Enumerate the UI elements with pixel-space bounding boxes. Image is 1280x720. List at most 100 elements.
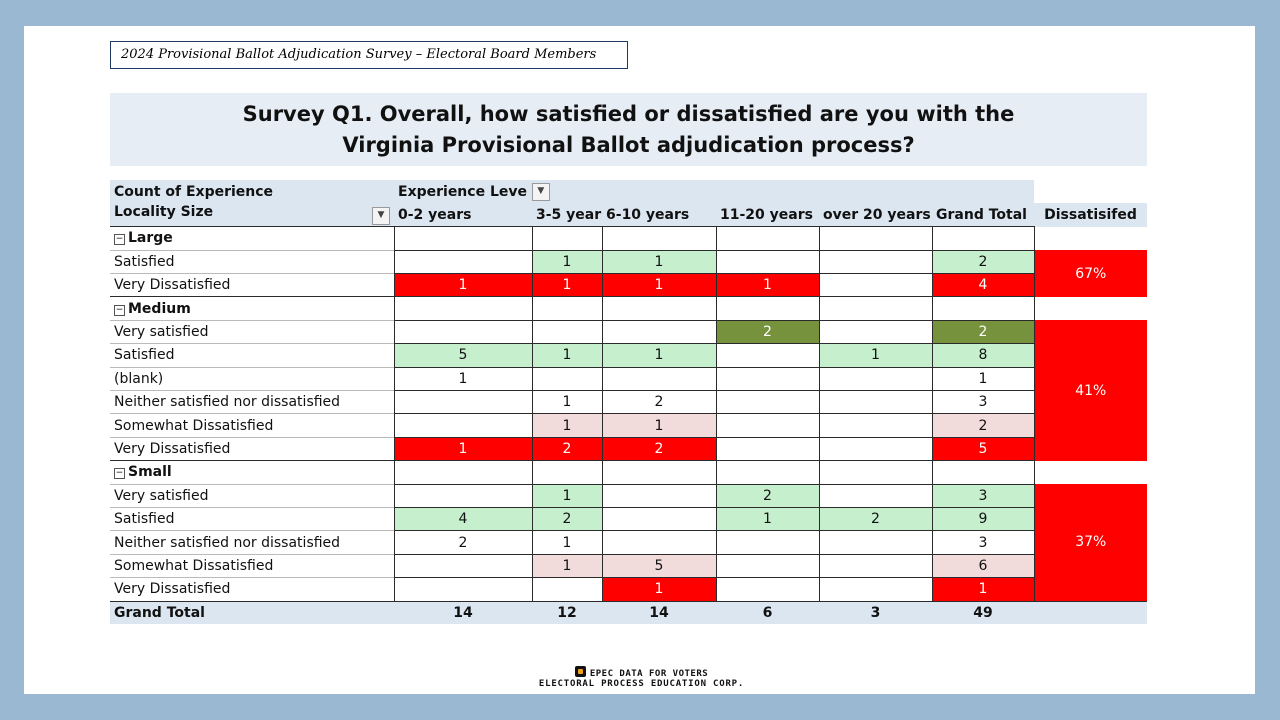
- row-label: Neither satisfied nor dissatisfied: [110, 390, 394, 414]
- table-cell: 1: [393, 366, 533, 392]
- group-label[interactable]: − Medium: [110, 296, 394, 321]
- table-cell: [715, 390, 820, 415]
- collapse-toggle-icon[interactable]: −: [114, 304, 125, 316]
- table-row: Very satisfied 2 2 41%: [110, 319, 1148, 461]
- table-cell: [393, 390, 533, 415]
- table-cell: [818, 460, 933, 485]
- group-name: Small: [128, 464, 172, 481]
- grand-total-label: Grand Total: [110, 600, 394, 625]
- group-label[interactable]: − Small: [110, 460, 394, 485]
- table-cell: [818, 436, 933, 462]
- table-cell: [531, 577, 603, 602]
- row-label: Satisfied: [110, 249, 394, 274]
- table-cell: [393, 460, 533, 485]
- col-header-3-5: 3-5 years: [532, 203, 603, 227]
- dissatisfied-percent: 67%: [1034, 250, 1148, 297]
- footer-logo: EPEC DATA FOR VOTERS ELECTORAL PROCESS E…: [534, 666, 749, 689]
- group-row-large: − Large: [110, 226, 1148, 251]
- table-cell: 1: [715, 273, 820, 298]
- table-cell: [715, 553, 820, 579]
- group-name: Medium: [128, 300, 191, 317]
- experience-level-filter[interactable]: Experience Leve ▼: [394, 180, 603, 204]
- dissatisfied-empty: [1034, 460, 1148, 485]
- dissatisfied-empty: [1034, 296, 1148, 321]
- col-header-over-20: over 20 years: [819, 203, 933, 227]
- table-cell: [531, 366, 603, 392]
- table-cell: 1: [601, 343, 717, 368]
- table-cell: [531, 319, 603, 345]
- filter-dropdown-icon[interactable]: ▼: [372, 207, 390, 226]
- table-cell: 1: [531, 273, 603, 298]
- table-row: Very Dissatisfied 1 1 1 1 4: [110, 273, 1147, 298]
- table-cell: 2: [931, 319, 1035, 345]
- table-cell: 2: [818, 506, 933, 532]
- table-cell: [601, 319, 717, 345]
- collapse-toggle-icon[interactable]: −: [114, 234, 125, 246]
- table-cell: [393, 296, 533, 321]
- pivot-grid: Count of Experience Experience Leve ▼ Lo…: [110, 180, 1148, 625]
- pivot-header-row-1: Count of Experience Experience Leve ▼: [110, 180, 1148, 204]
- table-cell: 1: [393, 436, 533, 462]
- table-cell: 1: [393, 273, 533, 298]
- table-cell: 2: [715, 483, 820, 508]
- grand-total-value: 49: [932, 600, 1035, 625]
- grand-total-value: 12: [532, 600, 603, 625]
- group-row-small: − Small: [110, 460, 1148, 485]
- table-cell: [715, 436, 820, 462]
- row-label: Very satisfied: [110, 319, 394, 344]
- row-label: Satisfied: [110, 506, 394, 531]
- row-label: Somewhat Dissatisfied: [110, 413, 394, 438]
- row-label: Very satisfied: [110, 483, 394, 508]
- table-cell: [601, 226, 717, 251]
- table-cell: 5: [601, 553, 717, 579]
- survey-label: 2024 Provisional Ballot Adjudication Sur…: [110, 41, 628, 69]
- table-cell: 3: [931, 483, 1035, 508]
- table-cell: [531, 226, 603, 251]
- table-cell: 1: [601, 413, 717, 438]
- table-cell: [715, 577, 820, 602]
- table-row: Satisfied 1 1 2 67%: [110, 249, 1148, 297]
- question-banner: Survey Q1. Overall, how satisfied or dis…: [110, 93, 1147, 166]
- table-cell: [818, 366, 933, 392]
- table-row: Satisfied 4 2 1 2 9: [110, 506, 1147, 532]
- table-cell: [531, 460, 603, 485]
- locality-size-filter[interactable]: Locality Size ▼: [110, 203, 394, 227]
- question-line-1: Survey Q1. Overall, how satisfied or dis…: [242, 102, 1015, 126]
- slide: 2024 Provisional Ballot Adjudication Sur…: [24, 26, 1255, 694]
- table-cell: 2: [931, 249, 1035, 275]
- col-header-grand-total: Grand Total: [932, 203, 1035, 227]
- table-cell: [818, 577, 933, 602]
- table-row: Very satisfied 1 2 3 37%: [110, 483, 1148, 602]
- col-header-11-20: 11-20 years: [716, 203, 820, 227]
- table-cell: [393, 413, 533, 438]
- col-header-dissatisfied: Dissatisifed: [1034, 203, 1148, 227]
- table-cell: 2: [601, 390, 717, 415]
- collapse-toggle-icon[interactable]: −: [114, 468, 125, 480]
- dropdown-arrow-icon[interactable]: ▼: [531, 182, 550, 201]
- dissatisfied-empty: [1034, 226, 1148, 251]
- table-cell: 6: [931, 553, 1035, 579]
- dissatisfied-percent: 37%: [1034, 484, 1148, 602]
- grand-total-value: 6: [716, 600, 820, 625]
- group-name: Large: [128, 230, 173, 247]
- table-cell: [818, 553, 933, 579]
- table-cell: [818, 319, 933, 345]
- locality-size-label: Locality Size: [114, 204, 214, 221]
- table-row: Somewhat Dissatisfied 1 5 6: [110, 553, 1147, 579]
- table-cell: [393, 319, 533, 345]
- pivot-header-row-2: Locality Size ▼ 0-2 years 3-5 years 6-10…: [110, 203, 1148, 227]
- table-cell: 9: [931, 506, 1035, 532]
- row-label: Satisfied: [110, 343, 394, 368]
- grand-total-value: 14: [602, 600, 717, 625]
- table-cell: 8: [931, 343, 1035, 368]
- table-cell: [715, 249, 820, 275]
- footer-line-1: EPEC DATA FOR VOTERS: [589, 669, 709, 679]
- table-cell: 4: [393, 506, 533, 532]
- row-label: Very Dissatisfied: [110, 273, 394, 297]
- table-cell: 1: [531, 249, 603, 275]
- table-cell: [393, 226, 533, 251]
- group-label[interactable]: − Large: [110, 226, 394, 251]
- grand-total-value: 3: [819, 600, 933, 625]
- table-cell: 5: [931, 436, 1035, 462]
- table-cell: [818, 390, 933, 415]
